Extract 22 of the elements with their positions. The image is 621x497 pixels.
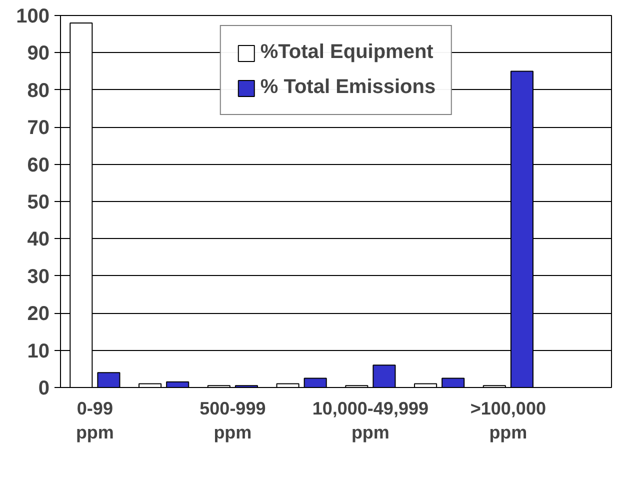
y-tick-label: 0 — [38, 378, 50, 400]
bar — [372, 364, 396, 388]
x-tick-label: 10,000-49,999 ppm — [312, 398, 428, 442]
y-tick-label: 10 — [27, 340, 50, 362]
y-tick-label: 60 — [27, 154, 50, 176]
y-tick-label: 30 — [27, 266, 50, 288]
bar — [304, 378, 327, 388]
x-tick-label: 500-999 ppm — [200, 398, 266, 442]
y-tick-label: 70 — [27, 117, 50, 140]
legend-label: % Total Emissions — [260, 76, 436, 99]
x-tick-label: >100,000 ppm — [470, 398, 546, 442]
y-tick-label: 40 — [27, 228, 50, 251]
y-tick-label: 80 — [27, 80, 50, 102]
y-tick-label: 90 — [27, 42, 50, 65]
y-tick-label: 100 — [16, 6, 50, 28]
bar — [166, 381, 190, 388]
y-tick-label: 20 — [27, 303, 50, 326]
x-tick-label: 0-99 ppm — [76, 398, 114, 442]
y-tick-label: 50 — [27, 192, 50, 214]
legend-label: %Total Equipment — [260, 41, 434, 64]
bar — [442, 378, 465, 388]
bar — [97, 372, 120, 388]
